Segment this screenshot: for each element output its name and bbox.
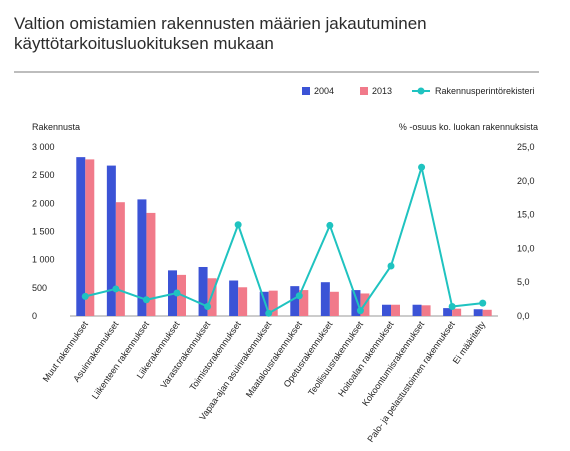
y-axis-label-right: % -osuus ko. luokan rakennuksista: [399, 122, 538, 132]
y-ticks-left: 0 500 1 000 1 500 2 000 2 500 3 000: [32, 142, 55, 321]
line-point: [418, 163, 426, 171]
x-tick-label: Liikenteen rakennukset: [90, 319, 152, 401]
chart-title-line2: käyttötarkoitusluokituksen mukaan: [14, 34, 274, 53]
bar-2004: [198, 266, 208, 316]
bar-2004: [229, 280, 239, 316]
x-tick-label: Maatalousrakennukset: [244, 319, 304, 399]
bar-2004: [106, 165, 116, 316]
line-point: [479, 299, 487, 307]
bar-2004: [76, 157, 86, 316]
bar-2013: [268, 290, 278, 316]
y-axis-label-left: Rakennusta: [32, 122, 80, 132]
legend-swatch-2013: [360, 87, 368, 95]
bar-2013: [238, 287, 248, 316]
line-point: [234, 221, 242, 229]
line-point: [112, 285, 120, 293]
legend-swatch-2004: [302, 87, 310, 95]
bar-2013: [391, 304, 400, 316]
bar-2013: [482, 309, 492, 316]
y-tick-right: 5,0: [517, 277, 530, 287]
line-point: [356, 307, 364, 315]
bar-2004: [137, 199, 147, 316]
bar-2004: [443, 308, 453, 316]
bar-2004: [259, 291, 269, 316]
y-tick-right: 15,0: [517, 210, 535, 220]
x-tick-labels: Muut rakennuksetAsuinrakennuksetLiikente…: [41, 319, 488, 444]
y-tick-right: 0,0: [517, 311, 530, 321]
bar-2004: [412, 304, 422, 316]
bar-2013: [452, 308, 462, 316]
bar-2004: [473, 309, 483, 316]
bar-2004: [382, 304, 391, 316]
bar-2013: [421, 305, 431, 316]
line-point: [295, 292, 303, 300]
bar-2004: [351, 290, 361, 316]
y-tick-right: 10,0: [517, 243, 535, 253]
bar-2004: [320, 282, 330, 316]
line-point: [265, 309, 273, 317]
heritage-line: [81, 163, 487, 317]
legend-label-2013: 2013: [372, 86, 392, 96]
bar-2013: [146, 212, 156, 316]
line-point: [142, 296, 150, 304]
legend: 2004 2013 Rakennusperintörekisteri: [302, 86, 535, 96]
line-point: [204, 303, 212, 311]
x-tick-label: Hoitoalan rakennukset: [336, 319, 396, 399]
y-tick-left: 2 000: [32, 198, 55, 208]
bars: [76, 157, 492, 316]
line-point: [326, 221, 334, 229]
chart-title-line1: Valtion omistamien rakennusten määrien j…: [14, 14, 427, 33]
bar-2013: [115, 202, 125, 316]
bar-2004: [290, 286, 300, 316]
x-tick-label: Ei määritelty: [451, 319, 488, 366]
line-point: [387, 262, 395, 270]
legend-swatch-marker: [417, 87, 425, 95]
line-path: [85, 163, 483, 315]
title-divider: [14, 71, 539, 73]
y-ticks-right: 0,0 5,0 10,0 15,0 20,0 25,0: [517, 142, 535, 321]
y-tick-left: 2 500: [32, 170, 55, 180]
chart-title: Valtion omistamien rakennusten määrien j…: [14, 14, 427, 54]
bar-2013: [299, 290, 309, 316]
y-tick-right: 20,0: [517, 176, 535, 186]
legend-label-line: Rakennusperintörekisteri: [435, 86, 535, 96]
bar-2013: [329, 291, 339, 316]
line-point: [173, 289, 181, 297]
y-tick-right: 25,0: [517, 142, 535, 152]
y-tick-left: 3 000: [32, 142, 55, 152]
y-tick-left: 1 500: [32, 227, 55, 237]
y-tick-left: 500: [32, 283, 47, 293]
line-point: [448, 303, 456, 311]
bar-2013: [85, 159, 95, 316]
x-tick-label: Kokoontumisrakennukset: [360, 319, 426, 408]
y-tick-left: 0: [32, 311, 37, 321]
legend-label-2004: 2004: [314, 86, 334, 96]
x-tick-label: Teollisuusrakennukset: [306, 319, 365, 398]
y-tick-left: 1 000: [32, 255, 55, 265]
line-point: [81, 292, 89, 300]
